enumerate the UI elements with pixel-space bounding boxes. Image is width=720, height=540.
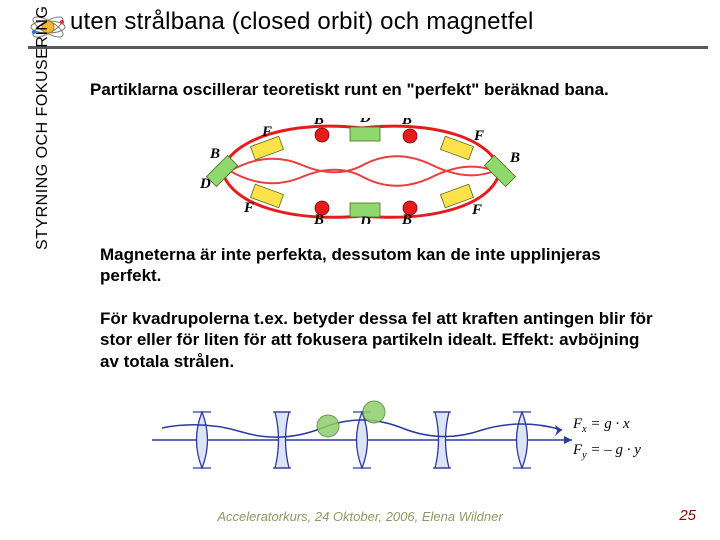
paragraph-1: Magneterna är inte perfekta, dessutom ka… xyxy=(100,244,660,287)
svg-text:B: B xyxy=(509,150,520,166)
footer-attribution: Acceleratorkurs, 24 Oktober, 2006, Elena… xyxy=(0,509,720,524)
svg-text:D: D xyxy=(359,118,371,126)
equation-fx: Fx = g · x xyxy=(573,412,641,438)
svg-text:B: B xyxy=(313,118,324,128)
force-equations: Fx = g · x Fy = – g · y xyxy=(573,412,641,464)
paragraph-2: För kvadrupolerna t.ex. betyder dessa fe… xyxy=(100,308,660,372)
svg-text:B: B xyxy=(313,212,324,224)
svg-text:D: D xyxy=(199,176,211,192)
svg-text:B: B xyxy=(401,118,412,128)
eq-fx-rhs: = g · x xyxy=(587,416,630,432)
slide: uten strålbana (closed orbit) och magnet… xyxy=(0,0,720,540)
equation-fy: Fy = – g · y xyxy=(573,438,641,464)
svg-text:B: B xyxy=(209,146,220,162)
eq-fy-lhs: F xyxy=(573,442,582,458)
eq-fy-rhs: = – g · y xyxy=(587,442,641,458)
slide-title: uten strålbana (closed orbit) och magnet… xyxy=(70,8,534,36)
closed-orbit-diagram-icon: BFBDBFBFBDBFD xyxy=(182,118,542,224)
title-underline xyxy=(28,46,708,49)
svg-text:F: F xyxy=(471,202,482,218)
svg-text:F: F xyxy=(243,200,254,216)
page-number: 25 xyxy=(679,507,696,524)
svg-text:D: D xyxy=(359,214,371,224)
svg-text:F: F xyxy=(261,124,272,140)
intro-text: Partiklarna oscillerar teoretiskt runt e… xyxy=(90,80,609,100)
svg-text:B: B xyxy=(401,212,412,224)
vertical-section-label: STYRNING OCH FOKUSERING xyxy=(34,6,52,250)
title-bar: uten strålbana (closed orbit) och magnet… xyxy=(0,6,720,50)
eq-fx-lhs: F xyxy=(573,416,582,432)
lens-diagram-icon xyxy=(92,400,632,475)
svg-text:F: F xyxy=(473,128,484,144)
